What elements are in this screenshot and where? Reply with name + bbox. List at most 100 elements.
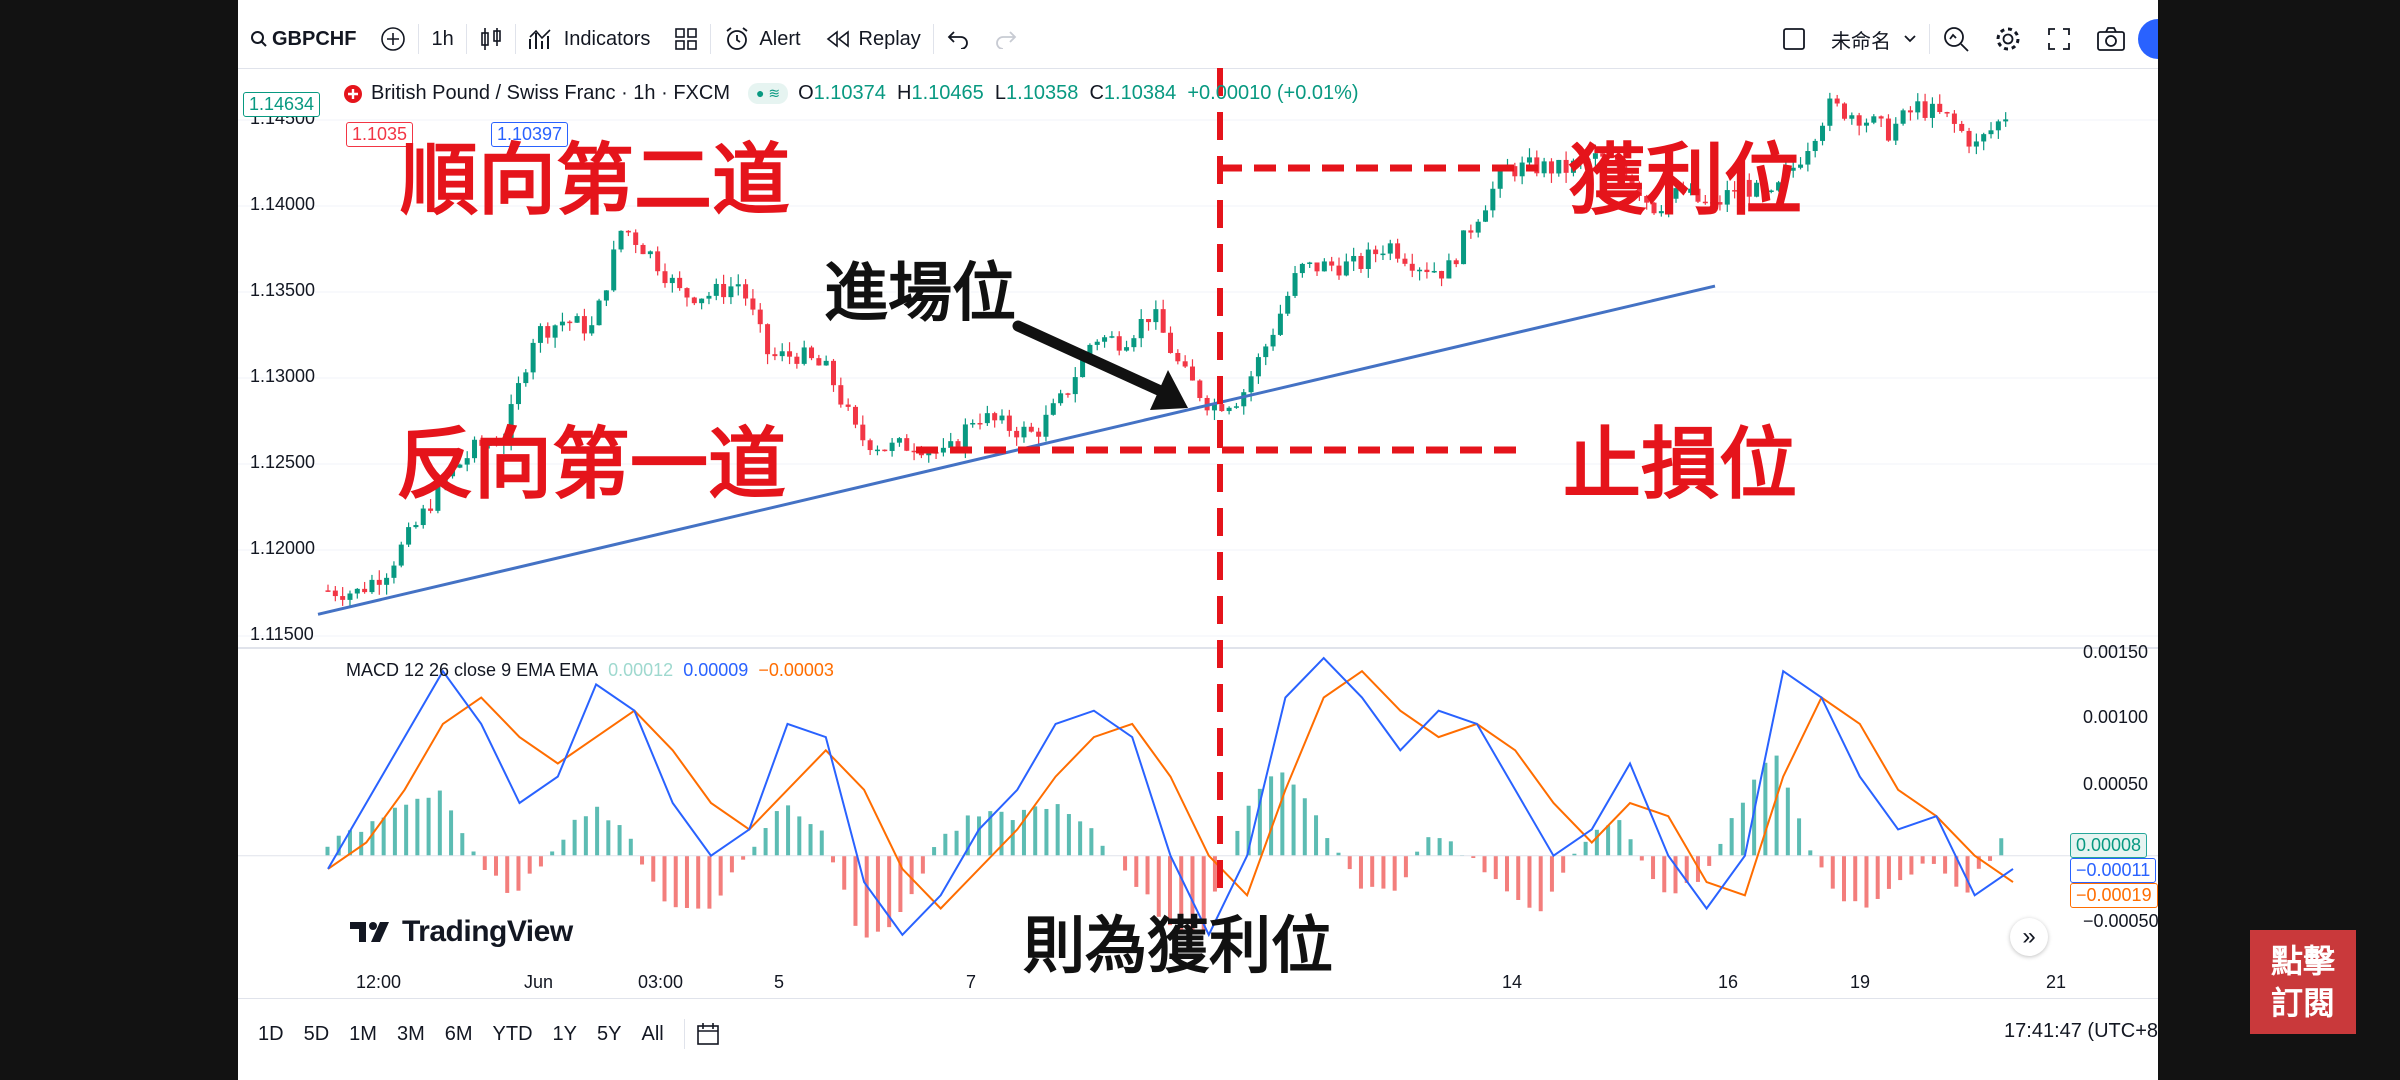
macd-histogram-bar (1707, 855, 1712, 866)
candle-body (1541, 161, 1547, 174)
candle-body (1321, 261, 1327, 272)
snapshot-button[interactable] (2084, 10, 2138, 68)
timeframe-all[interactable]: All (641, 1022, 664, 1045)
candle-body (1417, 269, 1423, 272)
layout-menu-button[interactable] (1769, 10, 1819, 68)
candle-body (1658, 211, 1664, 214)
open-value: 1.10374 (813, 82, 886, 104)
candle-body (1849, 115, 1855, 119)
undo-icon (946, 29, 970, 49)
candle-body (1468, 230, 1474, 233)
sell-button[interactable]: 1.1035 (346, 122, 414, 147)
macd-histogram-bar (1415, 851, 1420, 856)
candle-body (1036, 431, 1042, 437)
undo-button[interactable] (934, 10, 982, 68)
candle-body (779, 351, 785, 357)
macd-histogram-bar (1190, 855, 1195, 934)
tradingview-watermark[interactable]: TradingView (350, 915, 573, 949)
macd-histogram-bar (1830, 855, 1835, 889)
candle-body (1233, 406, 1239, 408)
price-axis-label: 1.13000 (250, 366, 316, 386)
settings-button[interactable] (1982, 10, 2034, 68)
interval-button[interactable]: 1h (419, 10, 465, 68)
macd-histogram-bar (898, 855, 903, 913)
replay-button[interactable]: Replay (813, 10, 933, 68)
camera-icon (2096, 26, 2126, 52)
macd-histogram-bar (887, 855, 892, 928)
candle-body (420, 508, 426, 526)
candle-body (757, 309, 763, 325)
candle-body (1453, 260, 1459, 265)
macd-histogram-bar (1235, 830, 1240, 856)
candle-body (559, 321, 565, 326)
rewind-icon (825, 29, 851, 49)
candle-body (1197, 380, 1203, 398)
macd-histogram-bar (1628, 839, 1633, 856)
chart-canvas[interactable] (238, 68, 2158, 998)
candle-body (1028, 426, 1034, 432)
macd-histogram-bar (1314, 815, 1319, 856)
candle-body (1519, 162, 1525, 177)
indicators-button[interactable]: Indicators (516, 10, 663, 68)
macd-histogram-bar (797, 816, 802, 856)
candle-body (1189, 366, 1195, 381)
timeframe-ytd[interactable]: YTD (492, 1022, 533, 1045)
chart-type-button[interactable] (467, 10, 515, 68)
layout-name-label: 未命名 (1831, 30, 1891, 53)
publish-button[interactable] (2138, 10, 2158, 68)
layout-name-button[interactable]: 未命名 (1819, 10, 1929, 68)
macd-histogram-bar (1549, 855, 1554, 892)
candle-body (479, 439, 485, 446)
utc-clock[interactable]: 17:41:47 (UTC+8 (2004, 1020, 2158, 1042)
candle-body (457, 464, 463, 468)
series-title: British Pound / Swiss Franc · 1h · FXCM (371, 82, 730, 104)
macd-histogram-bar (1358, 855, 1363, 889)
subscribe-button[interactable]: 點擊 訂閱 (2250, 930, 2356, 1034)
macd-histogram-bar (1594, 829, 1599, 856)
chevron-down-icon (1903, 34, 1917, 44)
macd-histogram-bar (1516, 855, 1521, 900)
buy-button[interactable]: 1.10397 (491, 122, 569, 147)
macd-line-value: 0.00009 (683, 660, 749, 680)
candle-body (743, 284, 749, 299)
candle-body (625, 230, 631, 233)
candle-body (325, 590, 331, 592)
macd-histogram-bar (1819, 855, 1824, 868)
candle-body (1373, 249, 1379, 255)
entry-arrow-head (1150, 370, 1188, 410)
timeframe-1m[interactable]: 1M (349, 1022, 377, 1045)
annotation-with-trend: 順向第二道 (400, 136, 791, 226)
fullscreen-button[interactable] (2034, 10, 2084, 68)
macd-histogram-bar (1808, 850, 1813, 856)
timeframe-6m[interactable]: 6M (444, 1022, 473, 1045)
macd-histogram-bar (1639, 855, 1644, 861)
compare-symbol-button[interactable] (368, 10, 418, 68)
timeframe-1d[interactable]: 1D (258, 1022, 284, 1045)
scroll-to-realtime-button[interactable]: » (2010, 918, 2048, 956)
candle-body (1248, 376, 1254, 393)
candle-body (765, 324, 771, 355)
quick-search-button[interactable] (1930, 10, 1982, 68)
candle-body (1014, 430, 1020, 438)
timeframe-3m[interactable]: 3M (396, 1022, 425, 1045)
candle-body (1365, 249, 1371, 269)
timeframe-1y[interactable]: 1Y (552, 1022, 578, 1045)
candle-body (1951, 113, 1957, 124)
macd-histogram-bar (1853, 855, 1858, 902)
close-value: 1.10384 (1103, 82, 1177, 104)
macd-histogram-bar (774, 811, 779, 856)
timeframe-5d[interactable]: 5D (303, 1022, 330, 1045)
timeframe-5y[interactable]: 5Y (597, 1022, 622, 1045)
alert-button[interactable]: Alert (711, 10, 812, 68)
candle-body (1351, 255, 1357, 262)
time-axis-label: 16 (1718, 972, 1739, 992)
layouts-button[interactable] (662, 10, 710, 68)
calendar-icon[interactable] (695, 1021, 721, 1047)
symbol-search[interactable]: GBPCHF (238, 10, 368, 68)
toolbar-divider (1929, 24, 1930, 54)
candle-body (999, 415, 1005, 421)
candle-body (1409, 263, 1415, 271)
candle-body (1695, 188, 1701, 202)
redo-button[interactable] (982, 10, 1030, 68)
macd-histogram-bar (932, 847, 937, 856)
